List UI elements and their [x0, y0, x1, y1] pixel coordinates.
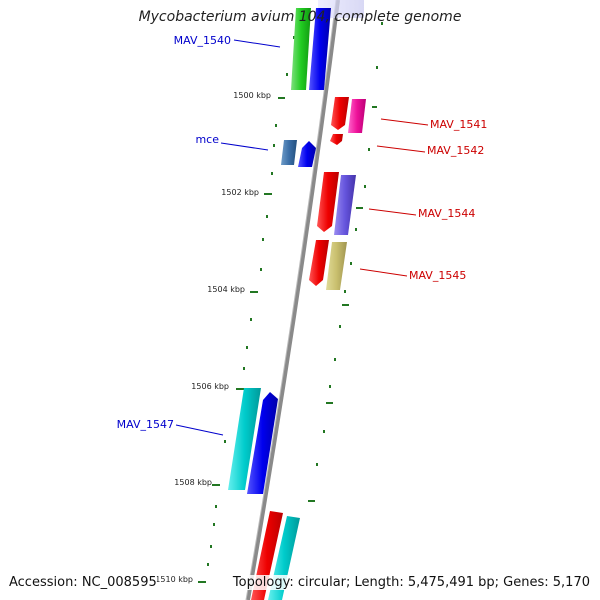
gene-label-mav1541[interactable]: MAV_1541 [430, 118, 487, 131]
gene-label-mce[interactable]: mce [195, 133, 219, 146]
label-leaders [175, 39, 429, 436]
gene-mav1547-cyan[interactable] [228, 388, 261, 490]
topology-text: Topology: circular; Length: 5,475,491 bp… [232, 575, 590, 590]
gene-mav1547-blue[interactable] [247, 392, 278, 494]
gene-mav1544-red[interactable] [317, 172, 339, 232]
gene-label-mav1540[interactable]: MAV_1540 [174, 34, 231, 47]
gene-mav1540-green[interactable] [291, 8, 311, 90]
tick-label-1500: 1500 kbp [233, 91, 271, 100]
reverse-ruler [308, 22, 383, 502]
tick-label-1508: 1508 kbp [174, 478, 212, 487]
tick-label-1506: 1506 kbp [191, 382, 229, 391]
accession-text: Accession: NC_008595 [9, 575, 157, 590]
gene-label-mav1545[interactable]: MAV_1545 [409, 269, 466, 282]
gene-mav1545-red[interactable] [309, 240, 329, 286]
tick-label-1504: 1504 kbp [207, 285, 245, 294]
gene-label-mav1547[interactable]: MAV_1547 [117, 418, 174, 431]
gene-mav1541-pink[interactable] [348, 99, 366, 133]
gene-label-mav1544[interactable]: MAV_1544 [418, 207, 475, 220]
gene-mav1540-blue[interactable] [309, 8, 331, 90]
gene-mav1545-olive[interactable] [326, 242, 347, 290]
gene-mav1541-red[interactable] [331, 97, 349, 130]
reverse-genes [251, 97, 366, 600]
gene-mav1544-purple[interactable] [334, 175, 356, 235]
forward-ruler [198, 36, 295, 583]
tick-label-1510: 1510 kbp [155, 575, 193, 584]
gene-mce-blue[interactable] [298, 141, 316, 167]
map-title: Mycobacterium avium 104, complete genome [138, 9, 462, 25]
gene-mce-steel[interactable] [281, 140, 297, 165]
genome-backbone [246, 0, 340, 600]
gene-mav1542-red[interactable] [330, 134, 343, 145]
gene-label-mav1542[interactable]: MAV_1542 [427, 144, 484, 157]
tick-label-1502: 1502 kbp [221, 188, 259, 197]
